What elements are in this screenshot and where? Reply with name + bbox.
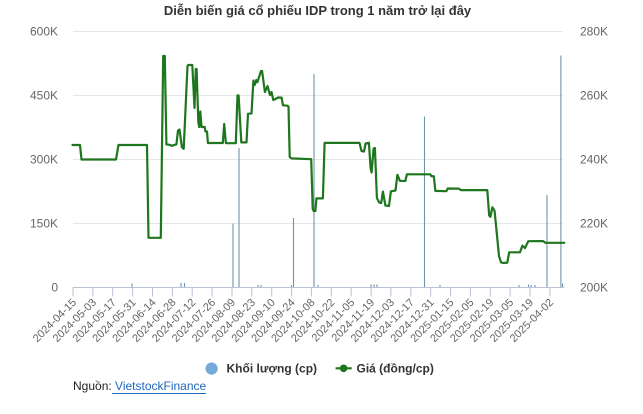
svg-text:150K: 150K [30,217,58,231]
svg-text:300K: 300K [30,153,58,167]
svg-text:Giá (đồng/cp): Giá (đồng/cp) [357,362,434,376]
svg-text:240K: 240K [580,153,608,167]
svg-text:0: 0 [51,281,58,295]
svg-text:280K: 280K [580,25,608,39]
svg-text:220K: 220K [580,217,608,231]
svg-text:Khối lượng (cp): Khối lượng (cp) [227,362,318,376]
svg-text:600K: 600K [30,25,58,39]
svg-text:450K: 450K [30,89,58,103]
svg-text:Nguồn: VietstockFinance: Nguồn: VietstockFinance [73,379,207,393]
svg-text:200K: 200K [580,281,608,295]
svg-text:Diễn biến giá cổ phiếu IDP tro: Diễn biến giá cổ phiếu IDP trong 1 năm t… [164,3,472,18]
svg-text:260K: 260K [580,89,608,103]
